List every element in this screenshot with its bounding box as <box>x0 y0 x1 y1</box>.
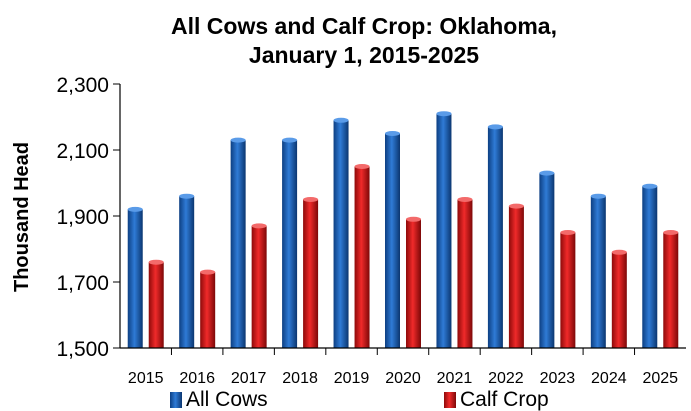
x-tick-label: 2021 <box>437 370 473 387</box>
y-tick-label: 2,100 <box>56 140 109 163</box>
legend: All Cows Calf Crop <box>170 388 549 411</box>
bar-calf-crop-2018 <box>303 199 319 348</box>
x-tick-label: 2024 <box>591 370 627 387</box>
bar-cap-calf-crop-2017 <box>251 223 267 229</box>
bar-all-cows-2023 <box>539 173 555 348</box>
bar-cap-all-cows-2018 <box>282 137 298 143</box>
bar-cap-calf-crop-2018 <box>303 197 319 202</box>
bar-all-cows-2018 <box>282 140 298 348</box>
bar-cap-calf-crop-2022 <box>508 203 524 209</box>
bar-cap-all-cows-2016 <box>179 193 195 199</box>
bar-cap-calf-crop-2024 <box>611 249 627 255</box>
bar-all-cows-2020 <box>385 133 400 348</box>
legend-label-all-cows: All Cows <box>186 388 268 411</box>
bar-cap-calf-crop-2015 <box>148 259 164 265</box>
bar-calf-crop-2020 <box>406 219 421 348</box>
bar-cap-calf-crop-2019 <box>354 164 370 169</box>
y-tick-label: 1,700 <box>56 272 109 295</box>
bar-calf-crop-2023 <box>560 232 576 348</box>
bar-all-cows-2015 <box>127 209 143 348</box>
x-tick-label: 2016 <box>179 370 215 387</box>
bar-all-cows-2025 <box>642 186 658 348</box>
y-axis: 1,500 1,700 1,900 2,100 2,300 <box>56 74 120 361</box>
bar-calf-crop-2021 <box>457 199 473 348</box>
bar-calf-crop-2017 <box>251 225 267 348</box>
legend-item-all-cows: All Cows <box>170 388 268 411</box>
x-tick-label: 2020 <box>385 370 421 387</box>
bar-calf-crop-2025 <box>663 232 679 348</box>
bar-cap-calf-crop-2023 <box>560 230 576 235</box>
bar-cap-all-cows-2022 <box>487 124 503 130</box>
x-tick-label: 2018 <box>282 370 318 387</box>
axes-lines <box>119 84 686 349</box>
y-tick-label: 1,500 <box>56 338 109 361</box>
y-tick-label: 1,900 <box>56 206 109 229</box>
bar-all-cows-2022 <box>487 126 503 349</box>
bar-cap-all-cows-2023 <box>539 170 555 176</box>
bar-all-cows-2017 <box>230 140 246 348</box>
legend-swatch-calf-crop <box>444 392 456 408</box>
bar-cap-calf-crop-2021 <box>457 197 473 202</box>
bar-cap-calf-crop-2016 <box>200 269 216 275</box>
bar-calf-crop-2019 <box>354 166 370 348</box>
bar-all-cows-2021 <box>436 113 452 348</box>
bar-calf-crop-2022 <box>508 206 524 348</box>
bars-group <box>127 111 679 349</box>
bar-calf-crop-2015 <box>148 262 164 348</box>
legend-item-calf-crop: Calf Crop <box>444 388 549 411</box>
bar-cap-all-cows-2021 <box>436 111 452 117</box>
chart-title-line2: January 1, 2015-2025 <box>249 42 479 68</box>
legend-label-calf-crop: Calf Crop <box>460 388 549 411</box>
legend-swatch-all-cows <box>170 392 182 408</box>
bar-cap-calf-crop-2020 <box>406 216 421 222</box>
bar-all-cows-2019 <box>333 120 349 348</box>
bar-cap-all-cows-2025 <box>642 183 658 189</box>
x-tick-label: 2019 <box>334 370 370 387</box>
x-axis: 2015 2016 2017 2018 2019 2020 2021 2022 2023 2024… <box>128 348 678 387</box>
bar-all-cows-2024 <box>590 196 606 348</box>
bar-cap-all-cows-2024 <box>590 193 606 199</box>
x-tick-label: 2023 <box>540 370 576 387</box>
x-tick-label: 2017 <box>231 370 267 387</box>
bar-cap-all-cows-2017 <box>230 137 246 143</box>
bar-cap-all-cows-2015 <box>127 206 143 212</box>
chart-title-line1: All Cows and Calf Crop: Oklahoma, <box>171 13 557 39</box>
x-tick-label: 2022 <box>488 370 524 387</box>
bar-cap-all-cows-2020 <box>385 131 400 136</box>
y-axis-label: Thousand Head <box>11 142 33 292</box>
y-tick-label: 2,300 <box>56 74 109 97</box>
bar-cap-all-cows-2019 <box>333 117 349 123</box>
x-tick-label: 2015 <box>128 370 164 387</box>
bar-cap-calf-crop-2025 <box>663 230 679 235</box>
bar-calf-crop-2024 <box>611 252 627 348</box>
x-tick-label: 2025 <box>642 370 678 387</box>
bar-all-cows-2016 <box>179 196 195 348</box>
bar-calf-crop-2016 <box>200 272 216 348</box>
